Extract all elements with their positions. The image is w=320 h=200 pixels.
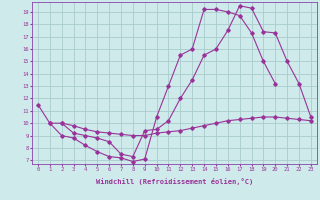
X-axis label: Windchill (Refroidissement éolien,°C): Windchill (Refroidissement éolien,°C) [96, 178, 253, 185]
